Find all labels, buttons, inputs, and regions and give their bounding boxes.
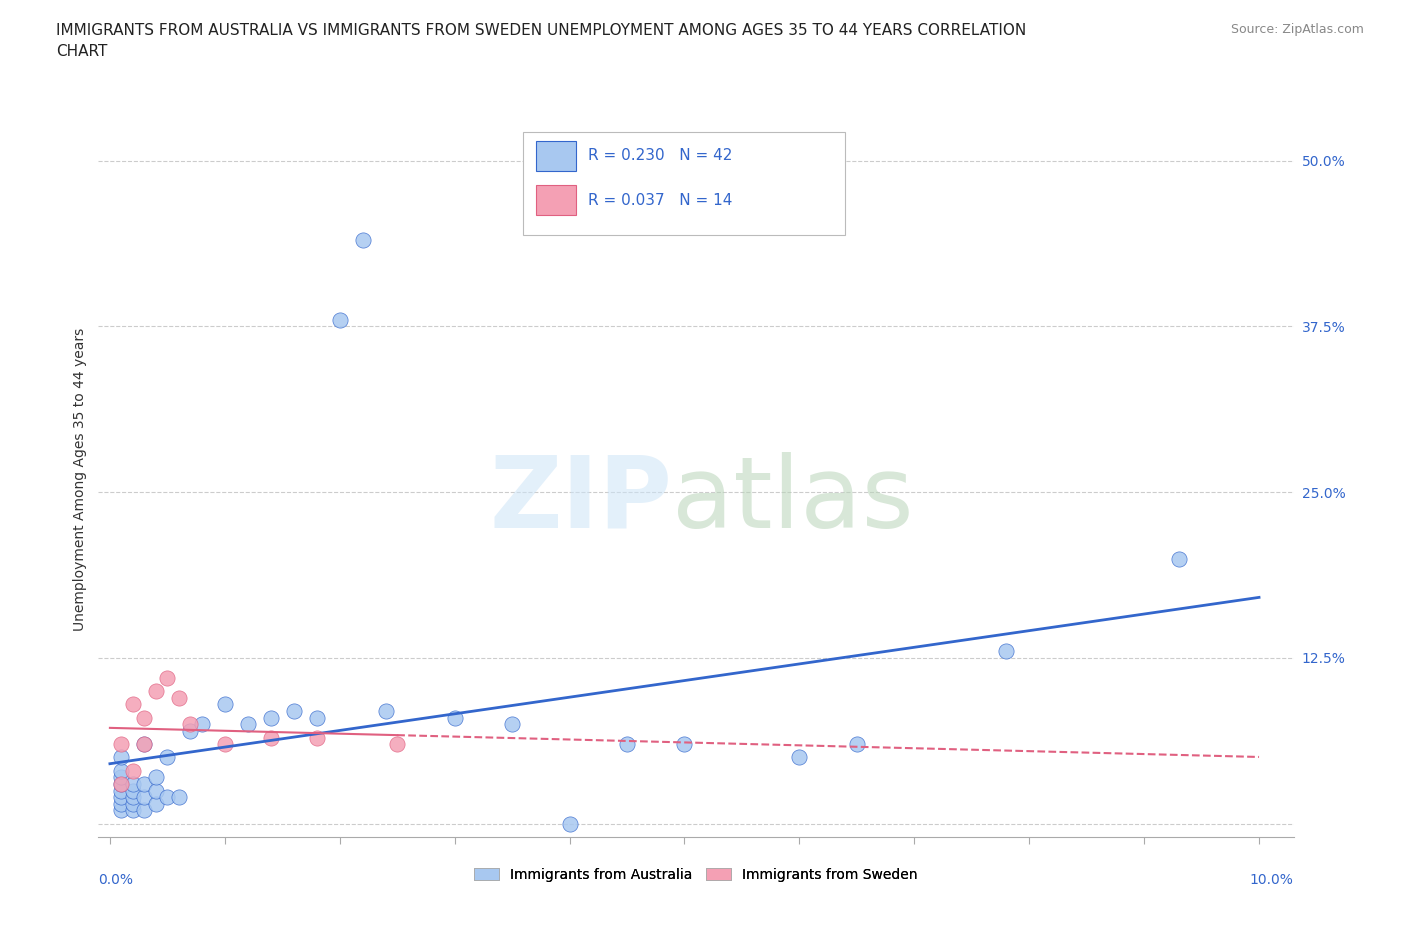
Point [179, 724, 201, 738]
Point [305, 730, 328, 745]
Point [260, 711, 283, 725]
Point [110, 783, 132, 798]
Point [167, 690, 190, 705]
Point [616, 737, 638, 751]
Point [134, 737, 156, 751]
Point [110, 750, 132, 764]
Y-axis label: Unemployment Among Ages 35 to 44 years: Unemployment Among Ages 35 to 44 years [73, 327, 87, 631]
Point [134, 790, 156, 804]
Point [122, 697, 145, 711]
Point [845, 737, 868, 751]
Point [122, 803, 145, 817]
FancyBboxPatch shape [523, 132, 845, 235]
Point [145, 783, 167, 798]
Point [110, 777, 132, 791]
Point [236, 717, 259, 732]
Legend: Immigrants from Australia, Immigrants from Sweden: Immigrants from Australia, Immigrants fr… [468, 862, 924, 887]
Text: R = 0.037   N = 14: R = 0.037 N = 14 [589, 193, 733, 208]
Point [214, 737, 236, 751]
Point [110, 770, 132, 785]
Point [789, 750, 811, 764]
Point [134, 803, 156, 817]
Point [995, 644, 1018, 658]
Point [156, 671, 179, 685]
Point [134, 777, 156, 791]
Point [673, 737, 696, 751]
Text: 10.0%: 10.0% [1250, 872, 1294, 887]
Point [122, 764, 145, 778]
Point [329, 312, 352, 327]
Point [260, 730, 283, 745]
Point [110, 764, 132, 778]
Point [501, 717, 523, 732]
Text: IMMIGRANTS FROM AUSTRALIA VS IMMIGRANTS FROM SWEDEN UNEMPLOYMENT AMONG AGES 35 T: IMMIGRANTS FROM AUSTRALIA VS IMMIGRANTS … [56, 23, 1026, 60]
Point [134, 711, 156, 725]
FancyBboxPatch shape [536, 141, 576, 171]
Point [214, 697, 236, 711]
Point [352, 232, 374, 247]
Point [179, 717, 201, 732]
Point [122, 777, 145, 791]
Point [110, 796, 132, 811]
FancyBboxPatch shape [536, 185, 576, 216]
Point [110, 777, 132, 791]
Point [443, 711, 465, 725]
Point [305, 711, 328, 725]
Point [167, 790, 190, 804]
Point [1167, 551, 1189, 566]
Text: R = 0.230   N = 42: R = 0.230 N = 42 [589, 149, 733, 164]
Point [145, 796, 167, 811]
Point [122, 796, 145, 811]
Point [122, 790, 145, 804]
Text: ZIP: ZIP [489, 452, 672, 549]
Text: Source: ZipAtlas.com: Source: ZipAtlas.com [1230, 23, 1364, 36]
Point [145, 770, 167, 785]
Point [156, 750, 179, 764]
Text: atlas: atlas [672, 452, 914, 549]
Point [110, 737, 132, 751]
Point [558, 817, 581, 831]
Point [283, 704, 305, 719]
Point [110, 790, 132, 804]
Point [122, 783, 145, 798]
Point [385, 737, 409, 751]
Point [110, 803, 132, 817]
Point [191, 717, 214, 732]
Text: 0.0%: 0.0% [98, 872, 134, 887]
Point [156, 790, 179, 804]
Point [374, 704, 396, 719]
Point [134, 737, 156, 751]
Point [145, 684, 167, 698]
